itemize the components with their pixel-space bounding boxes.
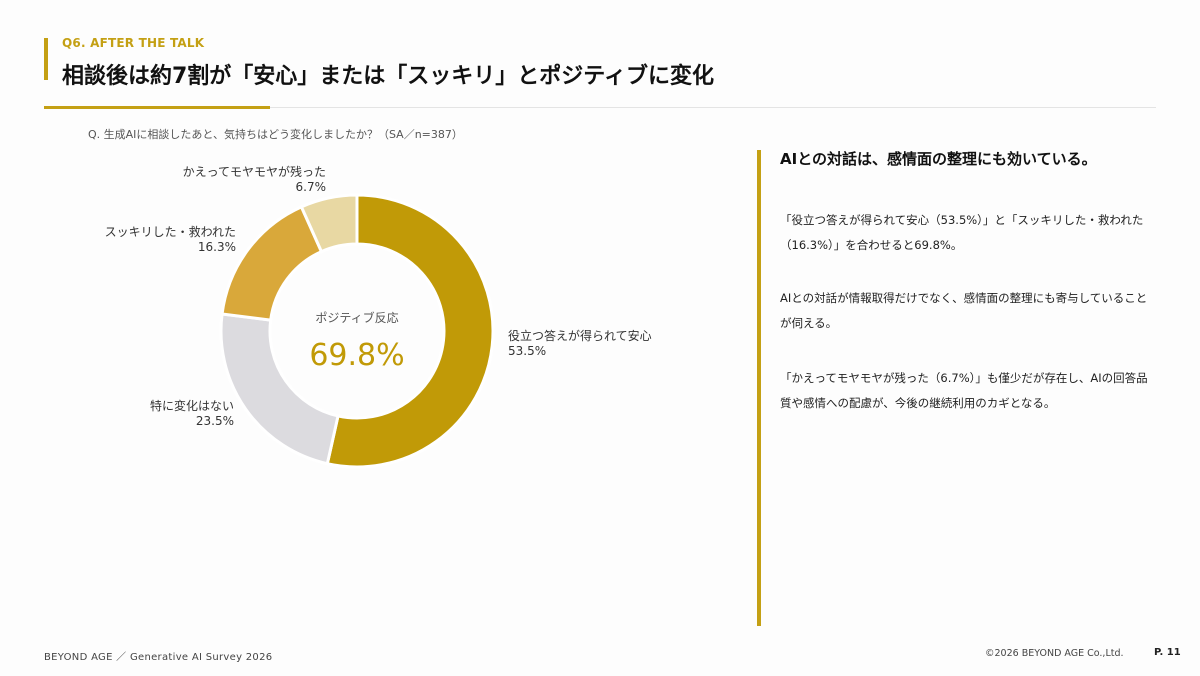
slice-label-1: 役立つ答えが得られて安心 (508, 328, 652, 343)
title-accent-bar (44, 38, 48, 80)
footer-survey-name: BEYOND AGE ／ Generative AI Survey 2026 (44, 652, 273, 663)
center-label: ポジティブ反応 (315, 310, 398, 325)
slice-value-1: 53.5% (508, 344, 546, 358)
slice-value-3: 16.3% (198, 240, 236, 254)
header-divider-accent (44, 106, 270, 109)
donut-slices (219, 193, 495, 469)
page-title: 相談後は約7割が「安心」または「スッキリ」とポジティブに変化 (62, 64, 714, 89)
commentary-accent-bar (757, 150, 761, 626)
survey-question: Q. 生成AIに相談したあと、気持ちはどう変化しましたか？（SA／n=387） (88, 128, 463, 141)
commentary-paragraph-3: 「かえってモヤモヤが残った（6.7%）」も僅少だが存在し、AIの回答品質や感情へ… (780, 371, 1148, 410)
slice-label-2: 特に変化はない (150, 398, 234, 413)
donut-slice-4 (299, 193, 359, 254)
header-divider (44, 107, 1156, 108)
slice-label-4: かえってモヤモヤが残った (183, 164, 326, 179)
slice-label-3: スッキリした・救われた (105, 224, 236, 239)
commentary-paragraph-1: 「役立つ答えが得られて安心（53.5%）」と「スッキリした・救われた（16.3%… (780, 213, 1144, 252)
slice-value-2: 23.5% (196, 414, 234, 428)
donut-slice-2 (219, 312, 340, 466)
footer-copyright: ©2026 BEYOND AGE Co.,Ltd. (985, 648, 1124, 659)
commentary-heading: AIとの対話は、感情面の整理にも効いている。 (780, 150, 1097, 168)
commentary-paragraph-2: AIとの対話が情報取得だけでなく、感情面の整理にも寄与していることが伺える。 (780, 291, 1148, 330)
donut-slice-1 (325, 193, 495, 469)
center-value: 69.8% (309, 338, 404, 373)
page-number: P. 11 (1154, 647, 1181, 658)
section-eyebrow: Q6. AFTER THE TALK (62, 36, 205, 50)
slice-value-4: 6.7% (296, 180, 327, 194)
donut-slice-3 (220, 204, 324, 322)
